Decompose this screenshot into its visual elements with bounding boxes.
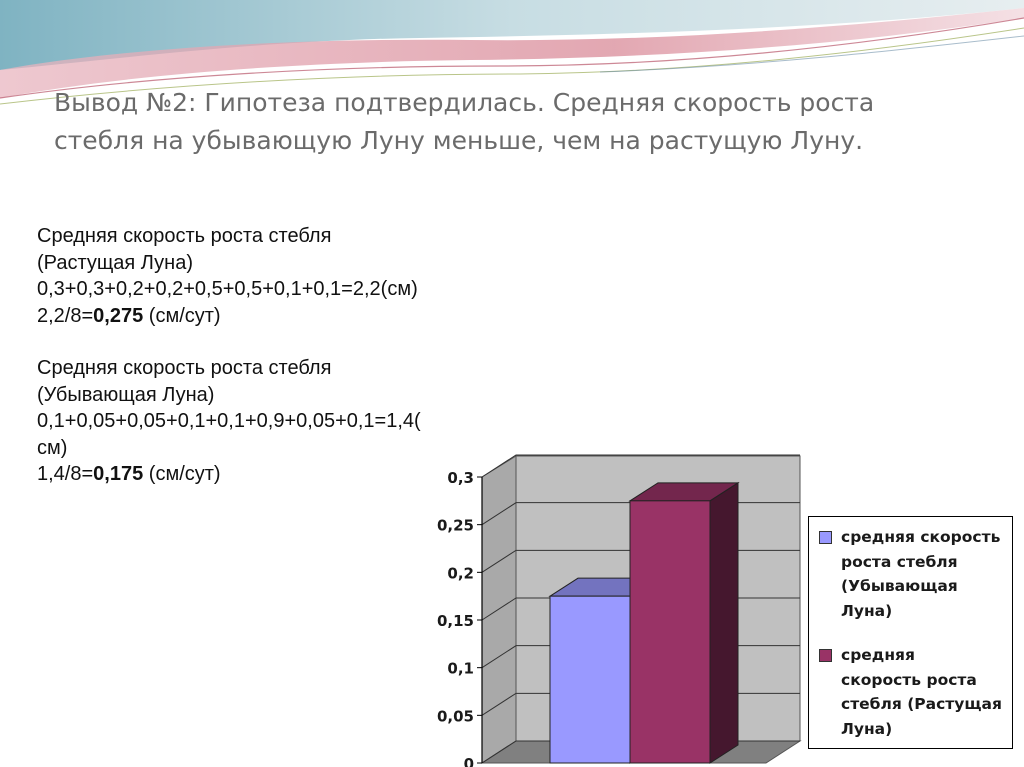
calculations-text: Средняя скорость роста стебля (Растущая … bbox=[37, 223, 557, 488]
y-tick-label: 0,05 bbox=[437, 707, 474, 725]
waning-subheading: (Убывающая Луна) bbox=[37, 383, 215, 406]
growing-subheading: (Растущая Луна) bbox=[37, 251, 193, 274]
bar-side bbox=[709, 481, 739, 764]
legend-label-line: роста стебля bbox=[841, 552, 958, 571]
slide-title-line-1: Вывод №2: Гипотеза подтвердилась. Средня… bbox=[54, 88, 875, 117]
y-tick-label: 0,2 bbox=[447, 564, 474, 582]
legend-label-line: Луна) bbox=[841, 719, 893, 738]
y-tick-label: 0,3 bbox=[447, 469, 474, 487]
gridline bbox=[481, 454, 800, 478]
legend-label-line: средняя скорость bbox=[841, 528, 1001, 546]
waning-average-unit: (см/сут) bbox=[143, 463, 221, 485]
waning-sum-continued: см) bbox=[37, 436, 68, 459]
waning-sum: 0,1+0,05+0,05+0,1+0,1+0,9+0,05+0,1=1,4( bbox=[37, 410, 421, 432]
legend-label-line: (Убывающая bbox=[841, 577, 958, 595]
y-tick-label: 0,1 bbox=[447, 660, 474, 678]
waning-average-prefix: 1,4/8= bbox=[37, 463, 94, 485]
growing-average: 2,2/8=0,275 (см/сут) bbox=[37, 303, 557, 330]
legend-swatch bbox=[819, 649, 832, 662]
growing-average-prefix: 2,2/8= bbox=[37, 304, 94, 327]
legend-swatch bbox=[819, 531, 832, 544]
bar bbox=[549, 595, 631, 764]
legend-label-line: скорость роста bbox=[841, 670, 977, 689]
legend-label-line: стебля (Растущая bbox=[841, 695, 1002, 713]
waning-average: 1,4/8=0,175 (см/сут) bbox=[37, 461, 557, 488]
waning-average-value: 0,175 bbox=[93, 463, 144, 485]
legend-label-line: Луна) bbox=[841, 601, 893, 620]
waning-heading: Средняя скорость роста стебля bbox=[37, 357, 332, 379]
slide-title: Вывод №2: Гипотеза подтвердилась. Средня… bbox=[54, 84, 994, 160]
growth-speed-bar-chart: 0 0,05 0,1 0,15 0,2 0,25 0,3 bbox=[437, 454, 802, 767]
y-tick-label: 0,25 bbox=[437, 517, 474, 535]
legend-label: средняя скорость роста стебля (Убывающая Лу… bbox=[841, 525, 1016, 623]
y-tick-label: 0,15 bbox=[437, 612, 474, 630]
header-wave-decoration bbox=[0, 0, 1024, 105]
growing-sum: 0,3+0,3+0,2+0,2+0,5+0,5+0,1+0,1=2,2(см) bbox=[37, 278, 418, 300]
growing-average-value: 0,275 bbox=[93, 304, 144, 327]
chart-legend: средняя скорость роста стебля (Убывающая Лу… bbox=[808, 516, 1013, 749]
legend-label: средняя скорость роста стебля (Растущая Лун… bbox=[841, 643, 1016, 741]
legend-label-line: средняя bbox=[841, 646, 915, 664]
slide-title-line-2: стебля на убывающую Луну меньше, чем на … bbox=[54, 126, 864, 155]
growing-heading: Средняя скорость роста стебля bbox=[37, 225, 332, 247]
y-tick-label: 0 bbox=[464, 755, 474, 767]
bar bbox=[629, 500, 711, 764]
growing-average-unit: (см/сут) bbox=[143, 304, 221, 327]
